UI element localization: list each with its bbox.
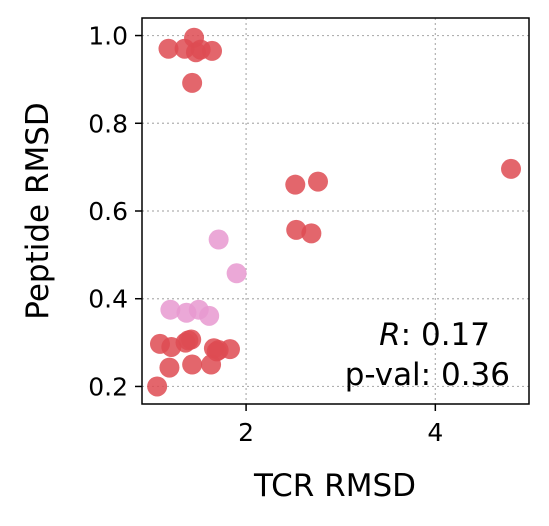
data-point [181, 329, 202, 350]
p-value-annotation: p-val: 0.36 [345, 357, 510, 393]
r-value: : 0.17 [401, 317, 490, 353]
y-axis-label: Peptide RMSD [20, 102, 56, 320]
data-point [182, 354, 203, 375]
x-axis-label: TCR RMSD [253, 468, 416, 504]
data-point [307, 171, 328, 192]
x-tick-label: 4 [427, 418, 443, 447]
y-tick-label: 0.8 [88, 109, 128, 138]
correlation-annotation: R: 0.17 [379, 317, 490, 353]
data-point [199, 305, 220, 326]
axis-ticks: 2 4 0.2 0.4 0.6 0.8 1.0 [88, 22, 443, 447]
data-point [226, 263, 247, 284]
data-points [147, 27, 522, 397]
x-tick-label: 2 [238, 418, 254, 447]
data-point [219, 339, 240, 360]
grid [142, 18, 529, 404]
r-symbol: R [379, 317, 401, 353]
data-point [182, 72, 203, 93]
data-point [501, 158, 522, 179]
data-point [286, 219, 307, 240]
data-point [185, 42, 206, 63]
data-point [285, 174, 306, 195]
data-point [147, 376, 168, 397]
data-point [160, 299, 181, 320]
data-point [201, 354, 222, 375]
y-tick-label: 0.6 [88, 197, 128, 226]
data-point [208, 229, 229, 250]
data-point [159, 357, 180, 378]
data-point [202, 40, 223, 61]
y-tick-label: 1.0 [88, 22, 128, 51]
data-point [301, 223, 322, 244]
y-tick-label: 0.4 [88, 285, 128, 314]
data-point [158, 38, 179, 59]
y-tick-label: 0.2 [88, 372, 128, 401]
